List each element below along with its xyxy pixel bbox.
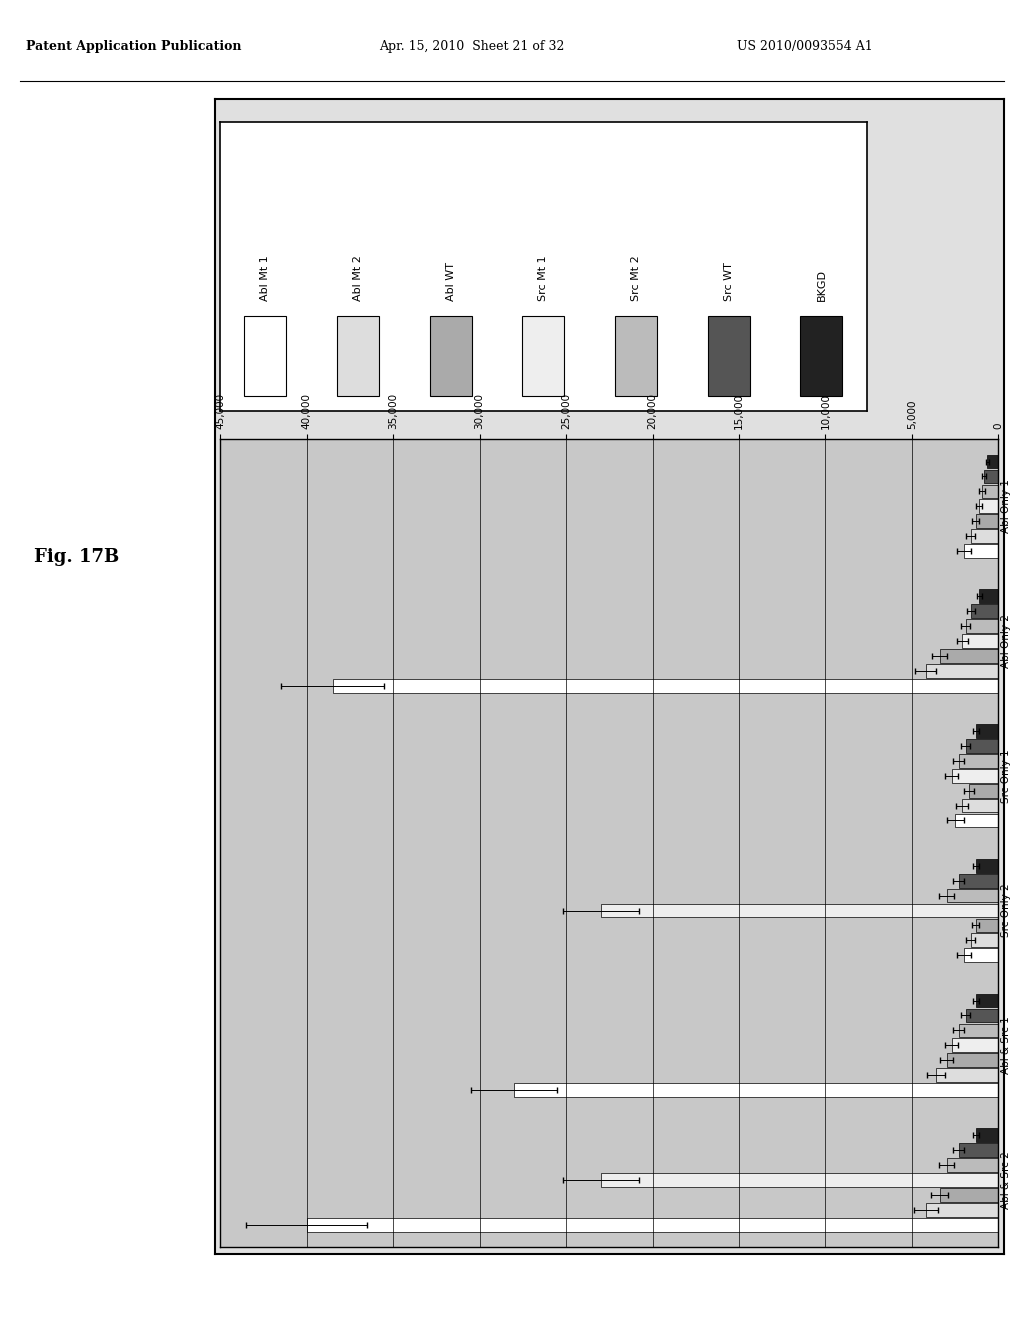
Bar [966, 619, 998, 634]
Bar [946, 888, 998, 903]
Bar [984, 470, 998, 483]
Bar [979, 590, 998, 603]
Bar [966, 739, 998, 752]
Bar [522, 315, 564, 396]
Bar [969, 784, 998, 797]
Bar [926, 664, 998, 677]
Bar [971, 529, 998, 543]
Bar [976, 919, 998, 932]
Bar [979, 499, 998, 513]
Text: Src WT: Src WT [724, 263, 734, 301]
Bar [946, 1158, 998, 1172]
Bar [936, 1068, 998, 1082]
Bar [306, 1218, 998, 1232]
Bar [430, 315, 472, 396]
Bar [601, 1173, 998, 1187]
Bar [337, 315, 379, 396]
Text: Abl WT: Abl WT [445, 263, 456, 301]
Text: BKGD: BKGD [816, 269, 826, 301]
Bar [615, 315, 657, 396]
Text: Apr. 15, 2010  Sheet 21 of 32: Apr. 15, 2010 Sheet 21 of 32 [379, 40, 564, 53]
Text: Patent Application Publication: Patent Application Publication [26, 40, 241, 53]
Bar [801, 315, 843, 396]
Bar [971, 605, 998, 618]
Bar [958, 1143, 998, 1158]
Bar [976, 1129, 998, 1142]
Bar [245, 315, 287, 396]
Text: Fig. 17B: Fig. 17B [34, 548, 120, 565]
Bar [940, 649, 998, 663]
Text: US 2010/0093554 A1: US 2010/0093554 A1 [737, 40, 873, 53]
Bar [963, 634, 998, 648]
Bar [971, 933, 998, 948]
Bar [976, 994, 998, 1007]
Bar [958, 754, 998, 768]
Bar [333, 678, 998, 693]
Text: Src Mt 2: Src Mt 2 [631, 255, 641, 301]
Bar [987, 454, 998, 469]
Bar [514, 1084, 998, 1097]
Bar [601, 904, 998, 917]
Bar [966, 1008, 998, 1022]
Bar [976, 515, 998, 528]
Bar [946, 1053, 998, 1067]
Bar [958, 874, 998, 887]
Bar [951, 770, 998, 783]
Text: Abl Mt 2: Abl Mt 2 [353, 255, 364, 301]
Bar [964, 544, 998, 558]
Bar [963, 799, 998, 812]
Bar [976, 859, 998, 873]
Bar [964, 948, 998, 962]
Bar [926, 1203, 998, 1217]
Bar [982, 484, 998, 498]
Bar [708, 315, 750, 396]
Text: Src Mt 1: Src Mt 1 [539, 256, 549, 301]
Bar [951, 1039, 998, 1052]
Bar [940, 1188, 998, 1201]
Bar [955, 813, 998, 828]
Bar [976, 725, 998, 738]
Bar [958, 1023, 998, 1038]
Text: Abl Mt 1: Abl Mt 1 [260, 255, 270, 301]
